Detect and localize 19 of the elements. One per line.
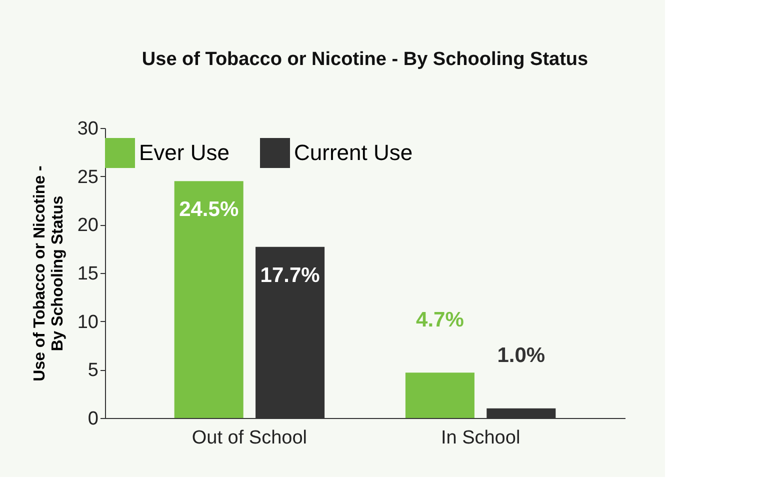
y-tick-label: 25: [77, 166, 98, 188]
data-label: 17.7%: [260, 264, 320, 287]
y-tick-label: 0: [88, 408, 98, 430]
y-tick-label: 30: [77, 118, 98, 140]
bar: [174, 181, 244, 418]
chart-title: Use of Tobacco or Nicotine - By Schooling Status: [142, 49, 588, 70]
data-label: 4.7%: [416, 308, 464, 332]
data-label: 1.0%: [497, 344, 546, 368]
y-tick-label: 20: [77, 215, 98, 236]
data-label: 24.5%: [179, 198, 239, 222]
legend-label: Current Use: [294, 140, 413, 165]
y-axis-title: Use of Tobacco or Nicotine - By Schooling Status: [31, 166, 66, 382]
legend-label: Ever Use: [139, 140, 230, 165]
y-tick-label: 5: [88, 360, 98, 382]
y-tick-label: 10: [77, 312, 98, 333]
bar: [405, 372, 474, 418]
x-tick-label: In School: [440, 428, 520, 448]
y-tick-label: 15: [77, 264, 98, 284]
x-tick-label: Out of School: [192, 428, 308, 448]
